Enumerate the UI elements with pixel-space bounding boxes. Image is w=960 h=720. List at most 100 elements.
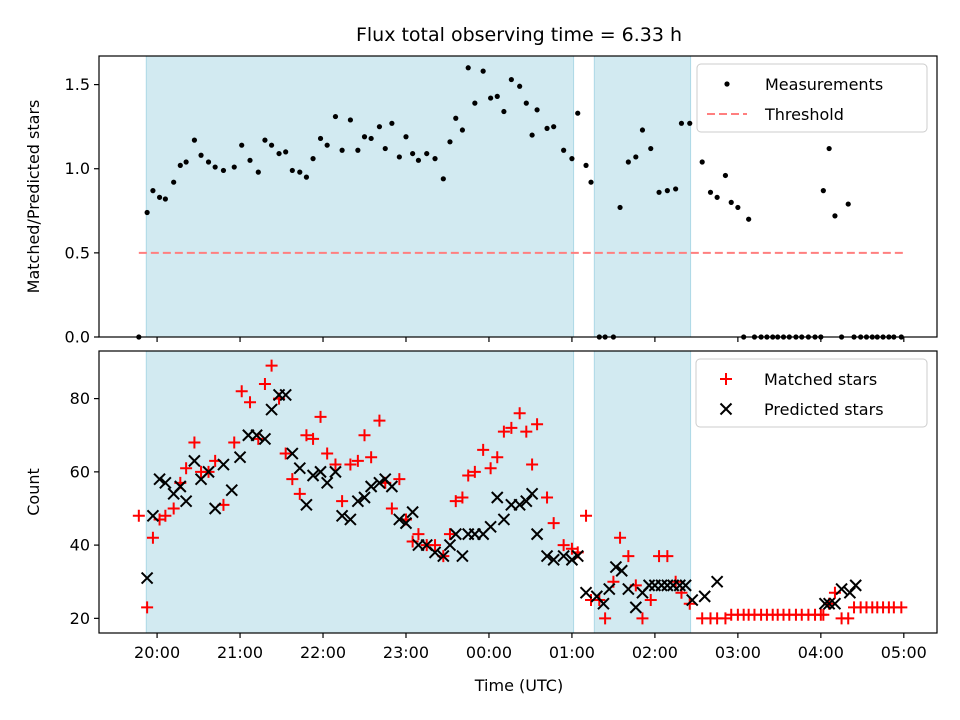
predicted-stars-point — [437, 549, 450, 563]
measurement-point — [625, 159, 631, 165]
matched-stars-point — [505, 421, 518, 434]
measurement-point — [191, 137, 198, 143]
predicted-stars-point — [344, 513, 357, 526]
predicted-stars-point — [146, 509, 160, 523]
matched-stars-point — [351, 454, 364, 467]
x-tick-label: 23:00 — [383, 643, 429, 662]
predicted-stars-point — [547, 553, 560, 566]
x-tick-label: 01:00 — [549, 643, 595, 662]
predicted-stars-point — [597, 597, 610, 610]
measurement-point — [728, 199, 734, 205]
measurement-point — [678, 120, 685, 126]
y-axis-label: Matched/Predicted stars — [24, 100, 43, 294]
matched-stars-point — [300, 429, 313, 442]
predicted-stars-point — [698, 590, 711, 603]
measurement-point — [575, 110, 581, 116]
measurement-point — [820, 188, 826, 194]
matched-stars-point — [329, 458, 342, 471]
matched-stars-point — [293, 487, 306, 500]
shaded-interval — [593, 55, 692, 338]
matched-stars-point — [526, 458, 539, 471]
legend-marker — [720, 373, 732, 385]
measurement-point — [231, 164, 237, 170]
measurement-point — [396, 154, 402, 160]
matched-stars-point — [159, 509, 172, 522]
predicted-stars-point — [306, 469, 320, 482]
predicted-stars-point — [828, 597, 842, 610]
predicted-stars-point — [202, 465, 215, 479]
matched-stars-point — [412, 528, 425, 541]
matched-stars-point — [167, 502, 180, 515]
predicted-stars-point — [399, 516, 413, 530]
measurement-point — [361, 134, 368, 140]
matched-stars-point — [443, 528, 456, 541]
measurement-point — [480, 68, 486, 74]
measurement-point — [746, 216, 752, 222]
measurement-point — [826, 145, 832, 152]
legend-box — [695, 358, 928, 428]
measurement-point — [268, 142, 275, 148]
matched-stars-point — [520, 425, 533, 438]
predicted-stars-point — [320, 476, 334, 490]
measurement-point — [247, 157, 253, 163]
predicted-stars-point — [655, 579, 668, 592]
predicted-stars-point — [513, 498, 526, 512]
matched-stars-point — [614, 531, 627, 544]
predicted-stars-point — [603, 582, 616, 596]
matched-stars-point — [258, 377, 271, 390]
predicted-stars-point — [579, 586, 593, 599]
matched-stars-point — [484, 462, 497, 475]
measurement-point — [355, 147, 361, 153]
y-tick-label: 60 — [70, 462, 90, 481]
matched-stars-point — [406, 535, 419, 548]
measurement-point — [494, 93, 500, 99]
predicted-stars-point — [456, 549, 469, 563]
measurement-point — [472, 100, 478, 106]
matched-stars-point — [644, 594, 657, 607]
predicted-stars-point — [428, 546, 442, 559]
measurement-point — [382, 145, 388, 152]
predicted-stars-point — [710, 575, 724, 588]
predicted-stars-point — [609, 560, 623, 574]
matched-stars-point — [180, 462, 193, 475]
predicted-stars-point — [300, 498, 313, 512]
y-tick-label: 1.0 — [65, 159, 90, 178]
measurement-point — [424, 150, 430, 157]
matched-stars-point — [817, 608, 830, 621]
matched-stars-point — [314, 410, 327, 423]
measurement-point — [673, 186, 679, 192]
matched-stars-point — [842, 612, 855, 625]
legend-box — [696, 63, 928, 133]
measurement-point — [150, 188, 156, 194]
measurement-point — [508, 76, 514, 83]
predicted-stars-point — [286, 447, 299, 460]
predicted-stars-point — [179, 494, 193, 508]
predicted-stars-point — [484, 520, 497, 533]
matched-stars-point — [265, 359, 278, 372]
x-tick-label: 22:00 — [300, 643, 346, 662]
matched-stars-point — [321, 447, 334, 460]
predicted-stars-point — [250, 429, 263, 442]
matched-stars-point — [373, 414, 386, 427]
matched-stars-point — [477, 443, 490, 456]
measurement-point — [687, 120, 693, 126]
measurement-point — [588, 179, 594, 185]
y-tick-label: 0.5 — [65, 243, 90, 262]
legend-label: Threshold — [764, 105, 844, 124]
measurement-point — [276, 150, 282, 157]
x-axis-label: Time (UTC) — [474, 676, 563, 695]
x-tick-label: 05:00 — [881, 643, 927, 662]
measurement-point — [339, 147, 345, 153]
predicted-stars-point — [822, 597, 836, 610]
predicted-stars-point — [673, 579, 686, 592]
predicted-stars-point — [406, 505, 419, 519]
predicted-stars-point — [188, 454, 201, 468]
measurement-point — [156, 194, 163, 200]
predicted-stars-point — [140, 571, 154, 585]
predicted-stars-point — [443, 538, 457, 552]
measurement-point — [389, 120, 395, 126]
measurement-point — [722, 172, 729, 179]
measurement-point — [183, 159, 189, 165]
measurement-point — [205, 159, 212, 165]
